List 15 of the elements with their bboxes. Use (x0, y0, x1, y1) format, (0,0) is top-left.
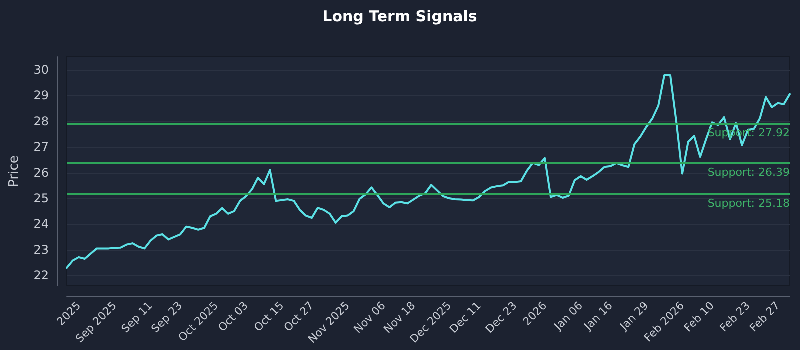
x-tick-label: Dec 23 (483, 299, 520, 336)
y-tick-label: 23 (34, 242, 49, 257)
line-series (66, 74, 791, 269)
ref-line-label: Support: 26.39 (708, 166, 790, 179)
y-tick-label: 26 (34, 166, 49, 180)
y-tick-label: 28 (34, 114, 49, 128)
chart-title: Long Term Signals (322, 8, 478, 26)
y-tick-label: 22 (34, 268, 49, 283)
ref-line-label: Support: 25.18 (708, 196, 790, 210)
y-tick-label: 30 (34, 62, 49, 77)
y-tick-label: 29 (34, 88, 49, 103)
y-tick-label: 24 (34, 217, 49, 232)
y-tick-label: 25 (34, 192, 49, 206)
y-tick-label: 27 (34, 140, 49, 154)
y-axis-title: Price (7, 156, 22, 188)
